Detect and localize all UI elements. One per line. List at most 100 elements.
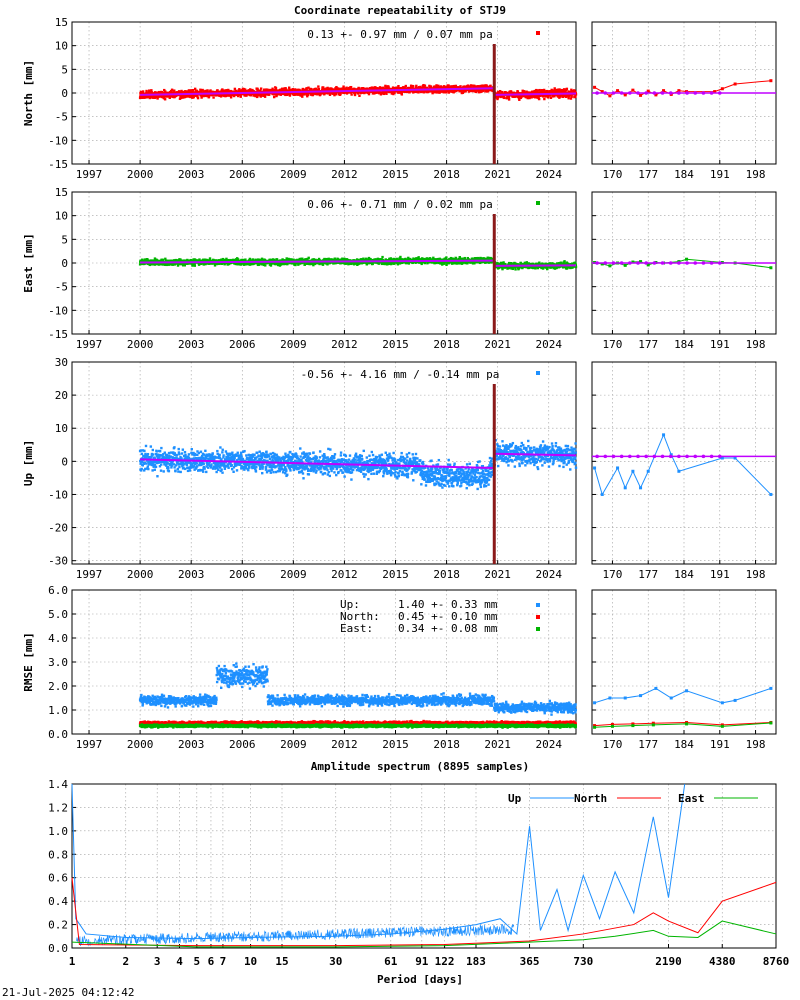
north-xtick-label: 2009 bbox=[280, 168, 307, 181]
north-data-point bbox=[543, 97, 546, 101]
north-data-point bbox=[408, 91, 411, 94]
north-data-point bbox=[353, 87, 356, 91]
north-data-point bbox=[385, 92, 388, 95]
north-data-point bbox=[447, 90, 451, 93]
north-data-point bbox=[378, 86, 382, 89]
north-zoom-model-point bbox=[668, 91, 673, 95]
north-data-point bbox=[425, 86, 429, 90]
east-xtick-label: 2021 bbox=[484, 338, 511, 351]
north-data-point bbox=[163, 88, 166, 92]
north-ytick-label: -5 bbox=[55, 111, 68, 124]
north-data-point bbox=[293, 92, 297, 96]
north-data-point bbox=[234, 89, 238, 93]
north-xtick-label: 2018 bbox=[433, 168, 460, 181]
east-ytick-label: 0 bbox=[61, 257, 68, 270]
north-data-point bbox=[347, 86, 351, 90]
north-data-point bbox=[422, 90, 426, 94]
north-data-point bbox=[281, 88, 284, 92]
north-data-point bbox=[199, 88, 202, 91]
north-data-point bbox=[273, 93, 276, 96]
north-data-point bbox=[256, 87, 259, 91]
north-zoom-model-point bbox=[628, 91, 632, 95]
north-data-point bbox=[382, 92, 386, 96]
north-data-point bbox=[188, 89, 191, 92]
north-zoom-point bbox=[608, 94, 612, 98]
north-zoom-xtick-label: 191 bbox=[710, 168, 730, 181]
north-data-point bbox=[393, 91, 396, 94]
panel-east: 1997 2000 2003 2006 2009 2012 2015 2018 2021 2024… bbox=[22, 186, 777, 351]
north-data-point bbox=[339, 92, 342, 96]
north-data-point bbox=[259, 95, 262, 98]
north-data-point bbox=[417, 91, 420, 94]
north-zoom-xtick-label: 177 bbox=[638, 168, 658, 181]
north-data-point bbox=[442, 91, 446, 94]
north-data-point bbox=[204, 89, 207, 93]
north-data-point bbox=[245, 94, 248, 97]
north-legend-swatch bbox=[536, 31, 540, 35]
north-data-point bbox=[349, 85, 353, 89]
north-zoom-point bbox=[720, 87, 724, 91]
north-data-point bbox=[167, 95, 170, 98]
north-data-point bbox=[284, 93, 287, 97]
east-ytick-label: -5 bbox=[55, 281, 68, 294]
north-data-point bbox=[378, 91, 381, 94]
north-data-point bbox=[192, 91, 196, 94]
north-ytick-label: 0 bbox=[61, 87, 68, 100]
north-data-point bbox=[422, 83, 425, 87]
north-scatter bbox=[138, 83, 578, 101]
north-xtick-label: 2021 bbox=[484, 168, 511, 181]
north-data-point bbox=[200, 96, 203, 99]
east-xtick-label: 1997 bbox=[76, 338, 103, 351]
north-data-point bbox=[257, 94, 260, 97]
north-data-point bbox=[442, 89, 445, 93]
north-data-point bbox=[148, 91, 151, 94]
north-data-point bbox=[259, 87, 263, 90]
north-xtick-label: 2000 bbox=[127, 168, 154, 181]
north-data-point bbox=[168, 96, 171, 100]
north-zoom-point bbox=[593, 85, 597, 89]
north-data-point bbox=[446, 89, 449, 93]
north-data-point bbox=[422, 85, 426, 89]
north-data-point bbox=[310, 92, 313, 96]
north-data-point bbox=[385, 85, 388, 88]
north-data-point bbox=[346, 87, 349, 91]
north-zoom-model-point bbox=[693, 91, 698, 95]
north-data-point bbox=[156, 97, 159, 100]
north-data-point bbox=[263, 95, 267, 98]
north-data-point bbox=[301, 93, 305, 96]
north-data-point bbox=[312, 91, 316, 94]
north-zoom-point bbox=[616, 89, 620, 93]
north-data-point bbox=[148, 96, 151, 100]
north-zoom-xtick-label: 198 bbox=[746, 168, 766, 181]
north-data-point bbox=[358, 94, 361, 97]
north-data-point bbox=[371, 86, 375, 90]
east-data-point bbox=[514, 268, 517, 271]
north-data-point bbox=[306, 93, 310, 97]
north-data-point bbox=[173, 89, 176, 92]
north-data-point bbox=[309, 87, 313, 91]
north-data-point bbox=[342, 91, 345, 95]
north-data-point bbox=[284, 87, 287, 90]
north-data-point bbox=[292, 88, 295, 92]
north-data-point bbox=[267, 93, 271, 96]
panels: 1997 2000 2003 2006 2009 2012 2015 2018 2021 2024… bbox=[22, 16, 789, 986]
north-data-point bbox=[507, 98, 511, 101]
north-data-point bbox=[298, 92, 301, 96]
north-data-point bbox=[187, 91, 190, 94]
north-data-point bbox=[390, 87, 394, 91]
north-data-point bbox=[148, 89, 151, 92]
north-data-point bbox=[274, 88, 277, 92]
north-data-point bbox=[384, 87, 387, 91]
north-data-point bbox=[315, 87, 318, 91]
north-data-point bbox=[172, 91, 175, 94]
north-data-point bbox=[193, 87, 197, 91]
north-data-point bbox=[330, 87, 333, 90]
north-data-point bbox=[288, 88, 291, 91]
east-data-point bbox=[264, 264, 267, 267]
east-xtick-label: 2006 bbox=[229, 338, 256, 351]
north-data-point bbox=[212, 96, 215, 99]
north-data-point bbox=[194, 94, 198, 97]
north-data-point bbox=[333, 93, 336, 97]
north-data-point bbox=[334, 88, 337, 91]
